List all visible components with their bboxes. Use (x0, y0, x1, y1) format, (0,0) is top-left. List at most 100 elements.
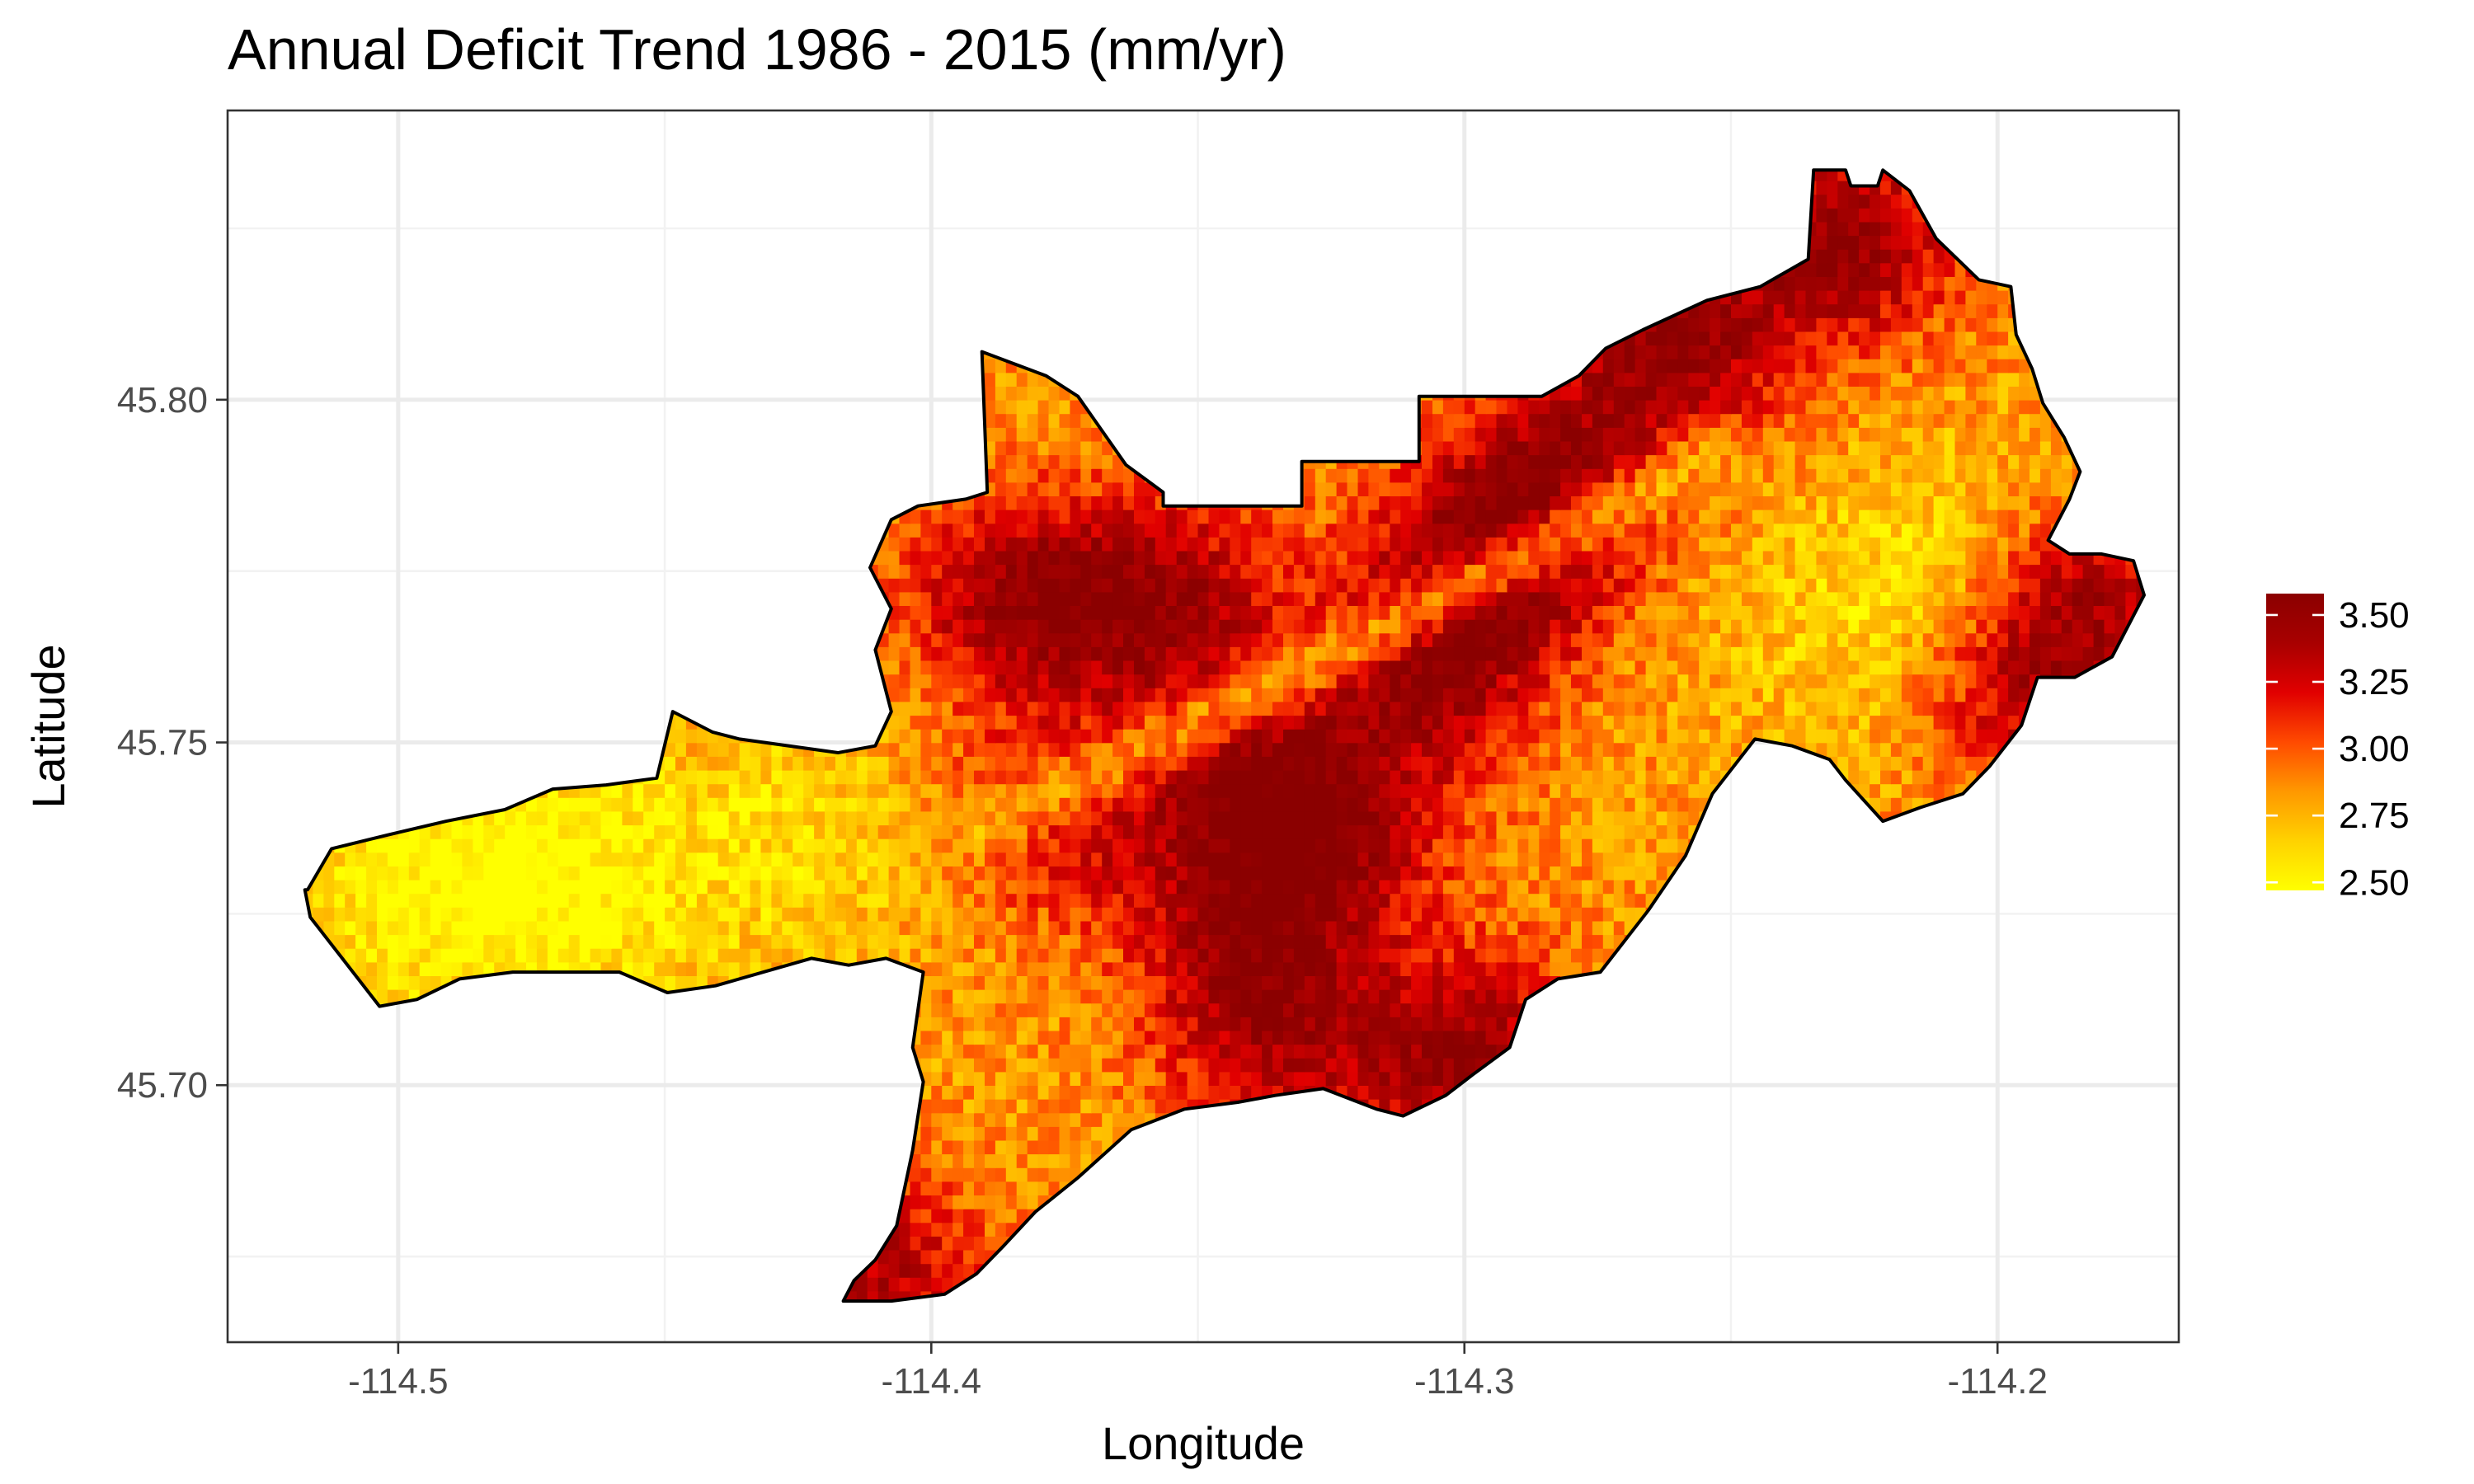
raster-cell (1326, 962, 1338, 976)
raster-cell (782, 921, 793, 935)
raster-cell (1145, 1044, 1156, 1058)
raster-cell (718, 921, 730, 935)
raster-cell (920, 1209, 932, 1223)
raster-cell (1379, 962, 1390, 976)
raster-cell (665, 975, 676, 989)
raster-cell (1049, 1167, 1061, 1181)
raster-cell (1337, 1058, 1348, 1072)
raster-cell (1507, 975, 1519, 989)
raster-cell (1465, 1058, 1476, 1072)
raster-cell (643, 934, 655, 948)
raster-cell (942, 1181, 953, 1195)
raster-cell (931, 1003, 943, 1017)
raster-cell (974, 1223, 985, 1237)
raster-cell (1049, 1140, 1061, 1154)
raster-cell (1145, 934, 1156, 948)
raster-cell (1528, 962, 1540, 976)
raster-cell (1123, 1085, 1135, 1099)
raster-cell (1145, 1003, 1156, 1017)
raster-cell (920, 1277, 932, 1291)
raster-cell (942, 1236, 953, 1250)
raster-cell (1497, 1017, 1508, 1031)
raster-cell (1368, 1044, 1380, 1058)
raster-cell (1145, 1058, 1156, 1072)
raster-cell (675, 934, 687, 948)
raster-cell (1422, 1058, 1433, 1072)
raster-cell (1560, 934, 1572, 948)
raster-cell (974, 1140, 985, 1154)
raster-cell (942, 1126, 953, 1140)
raster-cell (1422, 962, 1433, 976)
raster-cell (1283, 1017, 1295, 1031)
raster-cell (1123, 1044, 1135, 1058)
raster-cell (1315, 1031, 1327, 1045)
raster-cell (1028, 1058, 1039, 1072)
raster-cell (963, 1181, 975, 1195)
raster-cell (1486, 975, 1498, 989)
raster-cell (1006, 962, 1018, 976)
raster-cell (1368, 962, 1380, 976)
raster-cell (878, 1277, 890, 1291)
raster-cell (1166, 1031, 1178, 1045)
raster-cell (441, 921, 453, 935)
raster-cell (1305, 989, 1316, 1003)
raster-cell (1283, 989, 1295, 1003)
raster-cell (1091, 1085, 1103, 1099)
raster-cell (1390, 934, 1401, 948)
raster-cell (1091, 1017, 1103, 1031)
raster-cell (1517, 934, 1529, 948)
raster-cell (1454, 1031, 1465, 1045)
raster-cell (1112, 989, 1124, 1003)
raster-cell (1240, 948, 1252, 962)
raster-cell (920, 934, 932, 948)
raster-cell (857, 934, 868, 948)
raster-cell (1400, 948, 1412, 962)
raster-cell (409, 975, 421, 989)
raster-cell (1432, 934, 1444, 948)
raster-cell (1240, 1044, 1252, 1058)
raster-cell (963, 948, 975, 962)
raster-cell (1219, 1085, 1230, 1099)
raster-cell (388, 975, 399, 989)
raster-cell (1262, 1031, 1273, 1045)
raster-cell (1432, 1072, 1444, 1086)
raster-cell (942, 1140, 953, 1154)
raster-cell (952, 1153, 964, 1167)
raster-cell (740, 934, 751, 948)
raster-cell (974, 1126, 985, 1140)
raster-cell (1188, 1085, 1199, 1099)
raster-cell (1326, 1003, 1338, 1017)
raster-cell (1326, 948, 1338, 962)
raster-cell (1006, 1153, 1018, 1167)
raster-cell (1102, 1044, 1113, 1058)
raster-cell (1390, 962, 1401, 976)
raster-cell (835, 948, 847, 962)
raster-cell (1411, 989, 1423, 1003)
raster-cell (803, 934, 815, 948)
raster-cell (952, 1031, 964, 1045)
raster-cell (654, 962, 666, 976)
raster-cell (1028, 934, 1039, 948)
raster-cell (1038, 1044, 1050, 1058)
raster-cell (931, 1236, 943, 1250)
raster-cell (1080, 1140, 1092, 1154)
raster-cell (1006, 975, 1018, 989)
raster-cell (580, 921, 591, 935)
raster-cell (1209, 1058, 1221, 1072)
raster-cell (1219, 1072, 1230, 1086)
raster-cell (952, 948, 964, 962)
raster-cell (729, 948, 741, 962)
raster-cell (323, 921, 335, 935)
raster-cell (1177, 1017, 1188, 1031)
raster-cell (995, 1223, 1007, 1237)
raster-cell (1315, 975, 1327, 989)
raster-cell (974, 1195, 985, 1209)
raster-cell (1038, 962, 1050, 976)
raster-cell (1177, 1085, 1188, 1099)
raster-cell (1422, 934, 1433, 948)
raster-cell (1411, 975, 1423, 989)
raster-cell (1070, 934, 1081, 948)
raster-cell (1337, 975, 1348, 989)
raster-cell (1272, 1044, 1284, 1058)
raster-cell (910, 1181, 922, 1195)
